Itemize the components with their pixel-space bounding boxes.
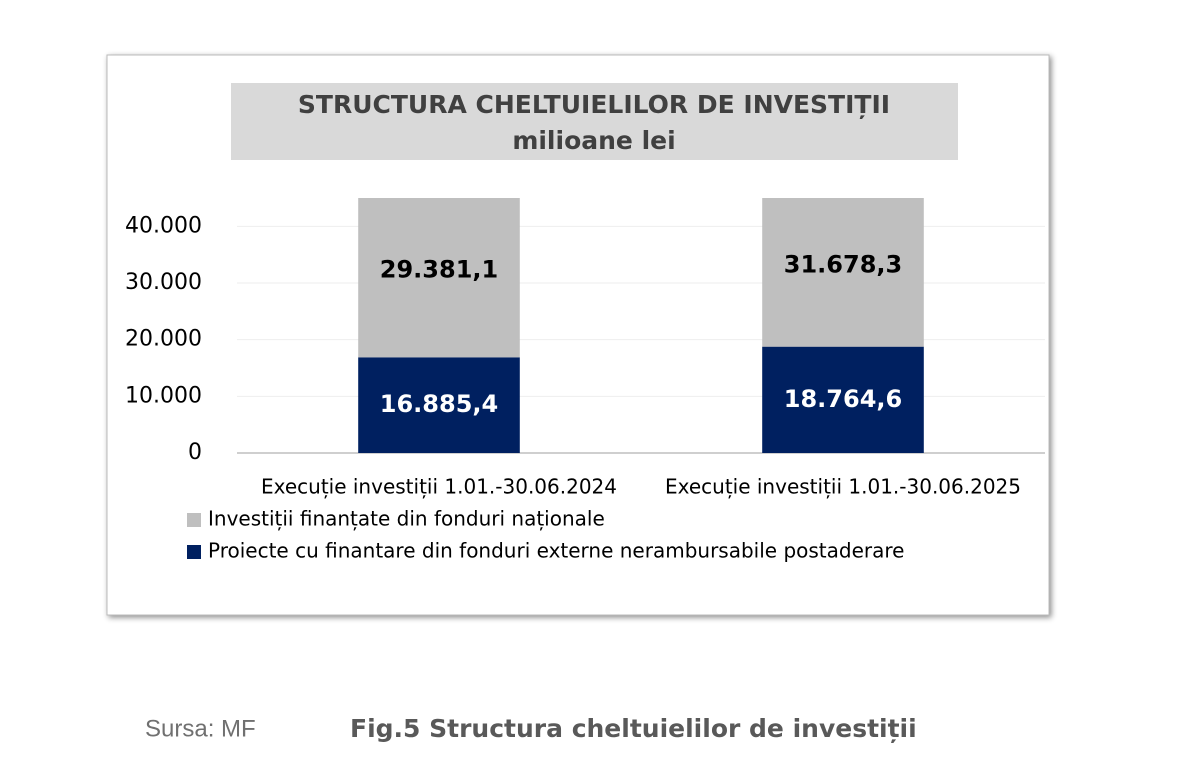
legend-swatch <box>187 513 201 527</box>
data-label: 31.678,3 <box>784 250 902 278</box>
x-tick-label: Execuție investiții 1.01.-30.06.2024 <box>261 475 617 499</box>
bar-segment <box>358 198 520 358</box>
bar-segment <box>762 346 924 453</box>
source: Sursa: MF <box>145 715 256 742</box>
caption: Fig.5 Structura cheltuielilor de investi… <box>350 714 917 743</box>
data-label: 16.885,4 <box>380 390 498 418</box>
y-tick-label: 20.000 <box>125 327 202 352</box>
chart-subtitle: milioane lei <box>512 126 675 155</box>
bars <box>358 198 924 453</box>
data-label: 29.381,1 <box>380 256 498 284</box>
y-tick-label: 10.000 <box>125 383 202 408</box>
y-tick-label: 30.000 <box>125 270 202 295</box>
y-tick-label: 40.000 <box>125 213 202 238</box>
bar-segment <box>358 357 520 453</box>
y-tick-label: 0 <box>188 440 202 465</box>
chart-title: STRUCTURA CHELTUIELILOR DE INVESTIȚII <box>298 90 890 119</box>
x-tick-label: Execuție investiții 1.01.-30.06.2025 <box>665 475 1021 499</box>
legend-label: Investiții finanțate din fonduri naționa… <box>208 507 605 531</box>
legend-swatch <box>187 545 201 559</box>
data-label: 18.764,6 <box>784 385 902 413</box>
bar-segment <box>762 198 924 347</box>
plot: 0 10.000 20.000 30.000 40.000 Execuție invest… <box>125 198 1045 563</box>
title-box <box>231 83 958 160</box>
legend-label: Proiecte cu finantare din fonduri extern… <box>208 539 904 563</box>
